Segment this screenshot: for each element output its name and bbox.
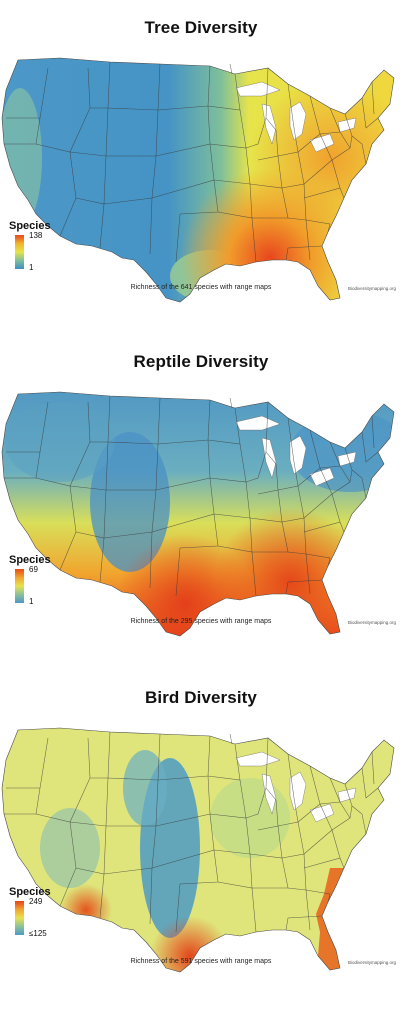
reptile-diversity-map <box>1 391 395 637</box>
tree-diversity-map <box>1 57 395 303</box>
tree-caption: Richness of the 641 species with range m… <box>130 284 272 291</box>
bird-diversity-title: Bird Diversity <box>145 688 257 707</box>
reptile-diversity-title: Reptile Diversity <box>133 352 269 371</box>
bird-legend-label: Species <box>9 886 51 898</box>
bird-legend-max: 249 <box>29 897 43 906</box>
tree-diversity-title: Tree Diversity <box>144 18 258 37</box>
reptile-legend-colorbar <box>15 569 24 603</box>
reptile-legend-max: 69 <box>29 565 38 574</box>
reptile-legend-label: Species <box>9 554 51 566</box>
tree-legend-min: 1 <box>29 263 34 272</box>
bird-diversity-map <box>1 727 395 973</box>
reptile-legend: Species 69 1 <box>9 554 69 614</box>
reptile-diversity-panel: Reptile Diversity <box>0 352 402 682</box>
bird-legend-colorbar <box>15 901 24 935</box>
reptile-credit: Biodiversitymapping.org <box>347 620 396 625</box>
tree-legend: Species 138 1 <box>9 220 69 280</box>
bird-credit: Biodiversitymapping.org <box>347 960 396 965</box>
tree-diversity-panel: Tree Diversity <box>0 18 402 348</box>
reptile-caption: Richness of the 295 species with range m… <box>130 618 272 625</box>
bird-caption: Richness of the 591 species with range m… <box>130 958 272 965</box>
reptile-legend-min: 1 <box>29 597 34 606</box>
bird-legend: Species 249 ≤125 <box>9 886 69 946</box>
tree-legend-colorbar <box>15 235 24 269</box>
bird-diversity-panel: Bird Diversity <box>0 688 402 1018</box>
bird-legend-min: ≤125 <box>29 929 47 938</box>
tree-legend-max: 138 <box>29 231 43 240</box>
tree-credit: Biodiversitymapping.org <box>347 286 396 291</box>
tree-legend-label: Species <box>9 220 51 232</box>
